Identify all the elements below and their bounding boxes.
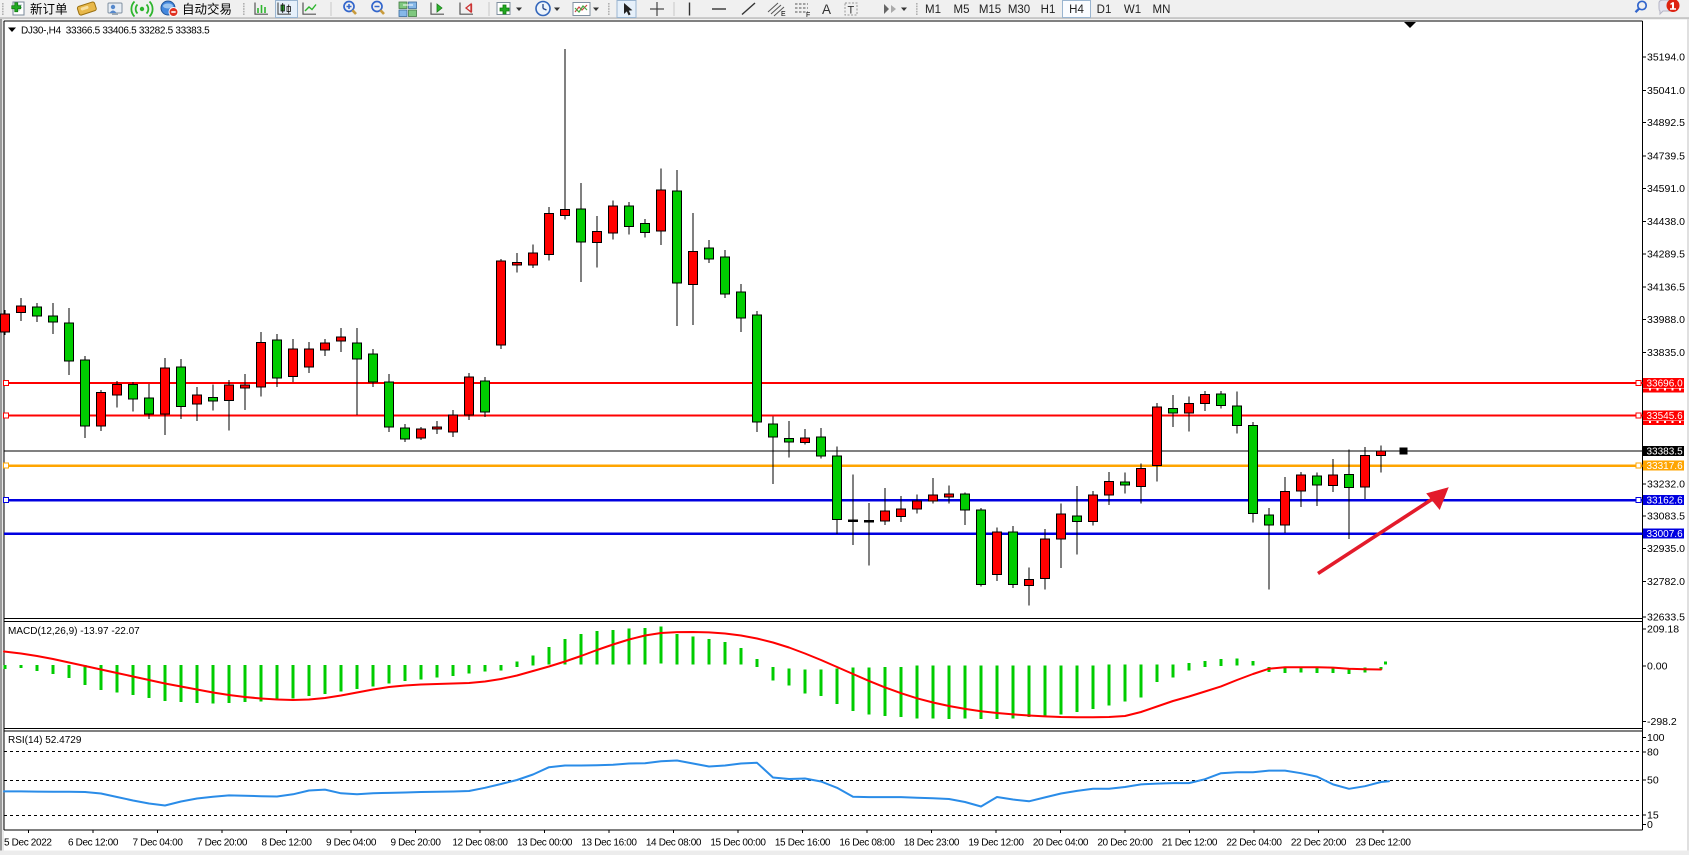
svg-text:32633.5: 32633.5 xyxy=(1647,612,1685,624)
svg-text:RSI(14) 52.4729: RSI(14) 52.4729 xyxy=(8,735,82,746)
svg-text:14 Dec 08:00: 14 Dec 08:00 xyxy=(646,838,702,849)
svg-text:H1: H1 xyxy=(1041,4,1056,16)
svg-text:18 Dec 23:00: 18 Dec 23:00 xyxy=(904,838,960,849)
svg-text:21 Dec 12:00: 21 Dec 12:00 xyxy=(1162,838,1218,849)
svg-text:H4: H4 xyxy=(1069,4,1084,16)
svg-text:E: E xyxy=(781,11,786,18)
svg-text:33162.6: 33162.6 xyxy=(1647,496,1684,507)
svg-text:15: 15 xyxy=(1647,810,1659,822)
svg-text:7 Dec 20:00: 7 Dec 20:00 xyxy=(197,838,248,849)
svg-text:20 Dec 20:00: 20 Dec 20:00 xyxy=(1097,838,1153,849)
svg-text:7 Dec 04:00: 7 Dec 04:00 xyxy=(132,838,183,849)
svg-text:100: 100 xyxy=(1647,732,1665,744)
svg-text:12 Dec 08:00: 12 Dec 08:00 xyxy=(452,838,508,849)
svg-text:T: T xyxy=(848,5,855,17)
svg-text:34739.5: 34739.5 xyxy=(1647,151,1685,163)
svg-text:33007.6: 33007.6 xyxy=(1647,529,1684,540)
svg-text:33317.6: 33317.6 xyxy=(1647,461,1684,472)
svg-text:33696.0: 33696.0 xyxy=(1647,379,1684,390)
svg-text:6 Dec 12:00: 6 Dec 12:00 xyxy=(68,838,119,849)
svg-text:5 Dec 2022: 5 Dec 2022 xyxy=(4,838,52,849)
svg-text:33835.0: 33835.0 xyxy=(1647,347,1685,359)
svg-text:15 Dec 00:00: 15 Dec 00:00 xyxy=(710,838,766,849)
svg-text:MACD(12,26,9) -13.97 -22.07: MACD(12,26,9) -13.97 -22.07 xyxy=(8,626,140,637)
svg-text:0.00: 0.00 xyxy=(1647,661,1668,673)
svg-text:DJ30-,H4 33366.5 33406.5 3328: DJ30-,H4 33366.5 33406.5 33282.5 33383.5 xyxy=(21,26,210,37)
svg-text:32935.0: 32935.0 xyxy=(1647,543,1685,555)
svg-text:33988.0: 33988.0 xyxy=(1647,314,1685,326)
svg-text:35194.0: 35194.0 xyxy=(1647,52,1685,64)
svg-text:22 Dec 20:00: 22 Dec 20:00 xyxy=(1291,838,1347,849)
svg-text:33232.0: 33232.0 xyxy=(1647,478,1685,490)
svg-text:9 Dec 04:00: 9 Dec 04:00 xyxy=(326,838,377,849)
svg-text:M30: M30 xyxy=(1008,4,1030,16)
svg-text:35041.0: 35041.0 xyxy=(1647,85,1685,97)
svg-text:23 Dec 12:00: 23 Dec 12:00 xyxy=(1355,838,1411,849)
svg-text:13 Dec 00:00: 13 Dec 00:00 xyxy=(517,838,573,849)
svg-text:209.18: 209.18 xyxy=(1647,623,1679,635)
svg-text:M5: M5 xyxy=(954,4,970,16)
svg-text:34591.0: 34591.0 xyxy=(1647,183,1685,195)
svg-text:13 Dec 16:00: 13 Dec 16:00 xyxy=(581,838,637,849)
svg-text:9 Dec 20:00: 9 Dec 20:00 xyxy=(390,838,441,849)
svg-text:22 Dec 04:00: 22 Dec 04:00 xyxy=(1226,838,1282,849)
svg-text:19 Dec 12:00: 19 Dec 12:00 xyxy=(968,838,1024,849)
svg-text:M1: M1 xyxy=(925,4,941,16)
svg-text:-298.2: -298.2 xyxy=(1647,716,1677,728)
svg-text:50: 50 xyxy=(1647,775,1659,787)
svg-text:20 Dec 04:00: 20 Dec 04:00 xyxy=(1033,838,1089,849)
svg-text:32782.0: 32782.0 xyxy=(1647,576,1685,588)
svg-text:MN: MN xyxy=(1153,4,1171,16)
svg-text:34438.0: 34438.0 xyxy=(1647,216,1685,228)
svg-text:F: F xyxy=(806,12,810,19)
svg-text:W1: W1 xyxy=(1124,4,1141,16)
svg-text:34289.5: 34289.5 xyxy=(1647,248,1685,260)
svg-text:M15: M15 xyxy=(979,4,1001,16)
svg-text:自动交易: 自动交易 xyxy=(182,2,232,17)
svg-text:15 Dec 16:00: 15 Dec 16:00 xyxy=(775,838,831,849)
svg-text:A: A xyxy=(822,2,831,17)
svg-text:新订单: 新订单 xyxy=(30,2,68,17)
svg-text:0: 0 xyxy=(1647,819,1653,831)
svg-text:16 Dec 08:00: 16 Dec 08:00 xyxy=(839,838,895,849)
svg-text:8 Dec 12:00: 8 Dec 12:00 xyxy=(261,838,312,849)
svg-text:33383.5: 33383.5 xyxy=(1647,447,1684,458)
svg-text:33083.5: 33083.5 xyxy=(1647,511,1685,523)
svg-text:34892.5: 34892.5 xyxy=(1647,117,1685,129)
svg-text:33545.6: 33545.6 xyxy=(1647,411,1684,422)
svg-text:34136.5: 34136.5 xyxy=(1647,282,1685,294)
svg-text:D1: D1 xyxy=(1097,4,1112,16)
svg-text:80: 80 xyxy=(1647,746,1659,758)
